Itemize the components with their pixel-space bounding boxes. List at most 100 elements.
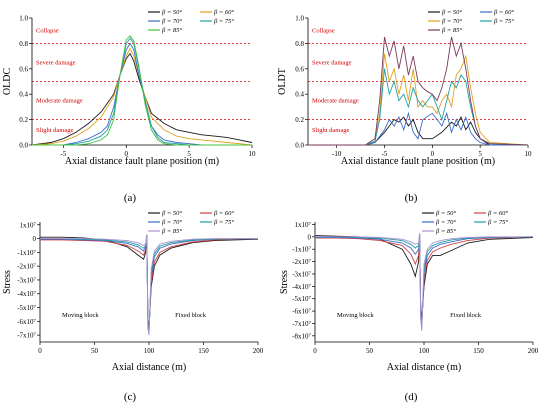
legend-label: β = 85° [441,27,462,34]
series-line-4 [32,37,252,146]
legend-label: β = 70° [441,18,462,25]
annotation-moving-block: Moving block [62,312,99,319]
series-line-1 [31,52,253,146]
y-tick-label: 0.6 [295,65,304,73]
legend-label: β = 60° [487,210,508,217]
panel-label: (d) [405,391,418,403]
chart-panel-b: -10 -5 0 5 10 0.0 0.2 0.4 0.6 0.8 1.0 Collapse Sever… [277,9,532,204]
y-tick-label: 0.6 [19,65,28,73]
legend-label: β = 50° [161,9,182,16]
x-axis-label: Axial distance (m) [387,362,461,373]
x-tick-label: 0 [38,347,42,355]
y-axis-label: OLDT [277,68,288,95]
y-tick-label: 0.2 [295,116,304,124]
y-tick-label: -7x10⁷ [17,332,36,340]
x-tick-label: 150 [198,347,209,355]
zone-label: Severe damage [312,59,352,66]
annotation-fixed-block: Fixed block [175,312,207,319]
x-tick-label: -10 [332,150,342,158]
panel-label: (a) [124,192,137,204]
y-tick-label: -2x10⁷ [292,258,311,266]
y-tick-label: -3x10⁷ [292,270,311,278]
legend-label: β = 85° [161,27,182,34]
x-tick-label: 5 [187,150,191,158]
x-tick-label: 200 [528,347,539,355]
series-line-5 [32,35,252,146]
y-tick-label: 1x10⁷ [295,221,312,229]
y-tick-label: 0.8 [295,40,304,48]
series-line-1 [308,116,528,146]
y-tick-label: 1x10⁷ [20,221,37,229]
y-tick-label: -7x10⁷ [292,320,311,328]
legend-label: β = 70° [161,219,182,226]
y-tick-label: -2x10⁷ [17,263,36,271]
y-tick-label: -5x10⁷ [292,295,311,303]
zone-label: Moderate damage [312,98,359,105]
y-axis-label: Stress [279,270,290,294]
y-tick-label: 0.4 [295,91,304,99]
legend-label: β = 70° [435,219,456,226]
x-tick-label: 5 [478,150,482,158]
y-axis-label: OLDC [2,68,13,96]
legend-label: β = 75° [487,219,508,226]
x-tick-label: 10 [249,150,257,158]
x-tick-label: -5 [382,150,388,158]
legend-label: β = 85° [435,228,456,235]
zone-label: Severe damage [36,59,76,66]
y-tick-label: -6x10⁷ [17,318,36,326]
series-line-5 [308,36,529,146]
x-tick-label: 50 [366,347,374,355]
y-axis-label: Stress [2,270,13,294]
zone-label: Slight damage [312,127,349,134]
y-tick-label: 1.0 [295,15,304,23]
y-tick-label: 0 [33,235,37,243]
legend-label: β = 50° [435,210,456,217]
legend-label: β = 75° [493,18,514,25]
y-tick-label: -4x10⁷ [292,283,311,291]
y-tick-label: -1x10⁷ [17,249,36,257]
x-axis-label: Axial distance fault plane position (m) [341,156,495,167]
zone-label: Moderate damage [36,98,83,105]
legend-label: β = 60° [213,9,234,16]
y-tick-label: 1.0 [19,15,28,23]
series-line-2 [31,47,253,146]
chart-panel-a: -5 0 5 10 0.0 0.2 0.4 0.6 0.8 1.0 Collapse Severe d… [2,9,256,204]
x-tick-label: 200 [253,347,264,355]
x-axis-label: Axial distance fault plane position (m) [65,156,219,167]
y-tick-label: 0.0 [295,142,304,150]
y-tick-label: 0.0 [19,142,28,150]
y-tick-label: -6x10⁷ [292,308,311,316]
annotation-moving-block: Moving block [337,312,374,319]
x-tick-label: -5 [61,150,67,158]
legend-label: β = 60° [493,9,514,16]
y-tick-label: -3x10⁷ [17,276,36,284]
panel-label: (b) [405,192,418,204]
series-line-3 [32,42,252,146]
x-tick-label: 150 [473,347,484,355]
series-line-3 [308,53,529,146]
chart-panel-d: 0 50 100 150 200 1x10⁷ 0 -1x10⁷ -2x10⁷ -3x10⁷ -4x1… [279,210,539,403]
series-line-2 [308,111,528,146]
annotation-fixed-block: Fixed block [450,312,482,319]
legend-label: β = 75° [213,18,234,25]
legend-label: β = 50° [161,210,182,217]
x-tick-label: 100 [419,347,430,355]
y-tick-label: -4x10⁷ [17,290,36,298]
y-tick-label: 0.4 [19,91,28,99]
y-tick-label: -1x10⁷ [292,246,311,254]
legend-label: β = 60° [213,210,234,217]
zone-label: Slight damage [36,127,73,134]
zone-label: Collapse [312,28,335,35]
x-tick-label: 50 [91,347,99,355]
legend-label: β = 75° [213,219,234,226]
panel-label: (c) [124,391,137,403]
legend-label: β = 50° [441,9,462,16]
y-tick-label: 0.2 [19,116,28,124]
chart-panel-c: 0 50 100 150 200 1x10⁷ 0 -1x10⁷ -2x10⁷ -3x10⁷ -4x1… [2,210,264,403]
y-tick-label: -8x10⁷ [292,332,311,340]
y-tick-label: 0 [308,233,312,241]
series-line-5 [40,234,258,336]
x-tick-label: 0 [431,150,435,158]
x-axis-label: Axial distance (m) [112,362,186,373]
